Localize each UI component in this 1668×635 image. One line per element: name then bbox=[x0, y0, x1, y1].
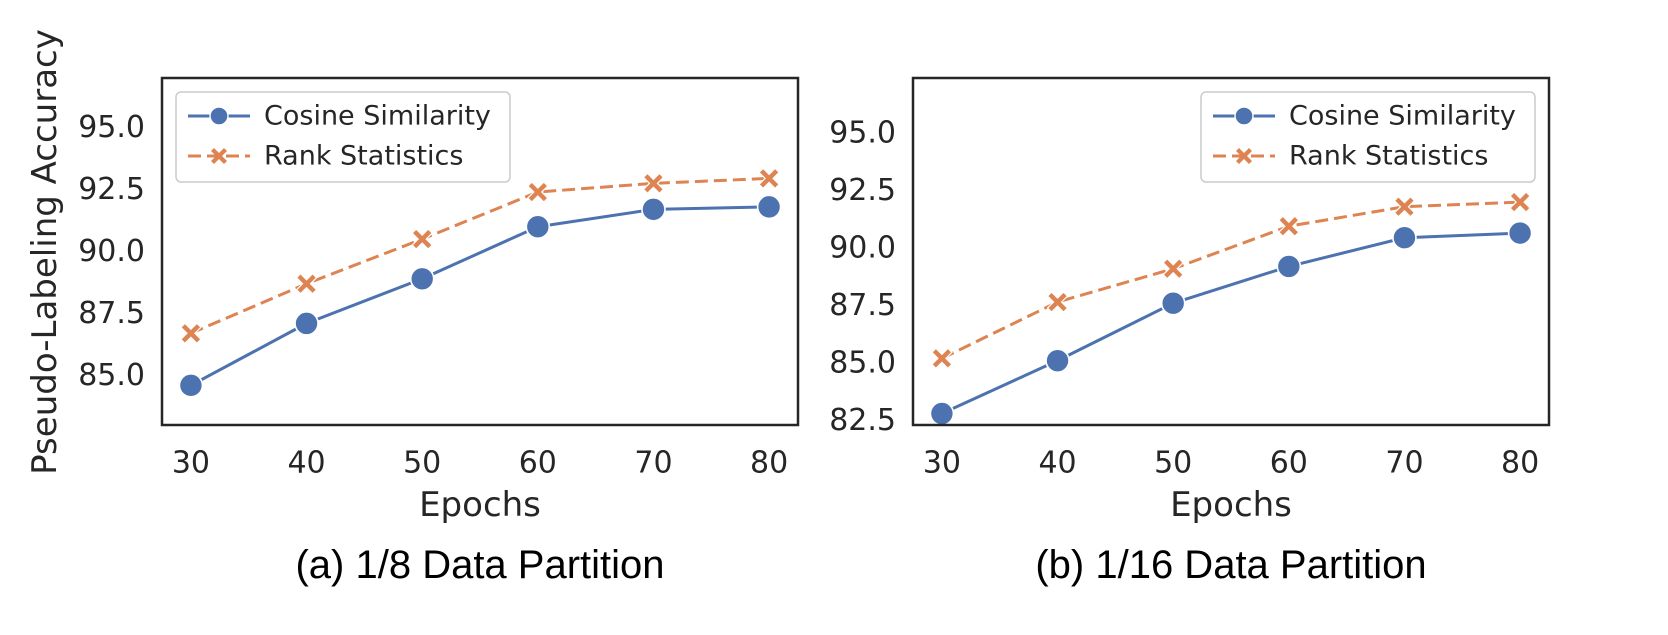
plot-frame bbox=[911, 76, 1551, 427]
x-tick-label: 40 bbox=[1038, 446, 1076, 481]
data-point-cosine bbox=[1160, 290, 1186, 316]
legend-marker-cosine bbox=[209, 106, 229, 126]
data-point-cosine bbox=[409, 266, 435, 292]
x-tick-label: 80 bbox=[1501, 446, 1539, 481]
data-point-rank bbox=[1509, 191, 1531, 213]
subfigure-caption: (a) 1/8 Data Partition bbox=[295, 543, 664, 587]
data-point-cosine bbox=[294, 311, 319, 336]
y-tick-label: 87.5 bbox=[78, 296, 145, 331]
legend-label-cosine: Cosine Similarity bbox=[1289, 101, 1516, 132]
plot-frame bbox=[160, 76, 800, 427]
y-tick-label: 95.0 bbox=[78, 110, 145, 145]
series-line-cosine bbox=[941, 231, 1521, 415]
x-tick-label: 50 bbox=[403, 446, 441, 481]
data-point-rank bbox=[1277, 215, 1300, 238]
legend-label-rank: Rank Statistics bbox=[1289, 141, 1488, 172]
x-tick-label: 40 bbox=[287, 446, 325, 481]
data-point-cosine bbox=[929, 401, 955, 426]
subfigure-caption: (b) 1/16 Data Partition bbox=[1035, 543, 1426, 587]
data-point-cosine bbox=[641, 197, 666, 222]
y-tick-label: 85.0 bbox=[829, 345, 896, 380]
series-line-cosine bbox=[190, 205, 770, 387]
data-point-rank bbox=[642, 172, 665, 195]
series-line-rank bbox=[941, 200, 1521, 360]
x-tick-label: 50 bbox=[1154, 446, 1192, 481]
data-point-cosine bbox=[1507, 220, 1533, 246]
data-point-cosine bbox=[1045, 348, 1070, 373]
data-point-cosine bbox=[756, 194, 782, 220]
series-line-rank bbox=[190, 176, 770, 335]
x-tick-label: 60 bbox=[519, 446, 557, 481]
x-axis-label: Epochs bbox=[419, 485, 541, 525]
y-tick-label: 90.0 bbox=[78, 234, 145, 269]
data-point-rank bbox=[931, 347, 953, 370]
y-tick-label: 82.5 bbox=[829, 403, 896, 438]
legend-marker-cosine bbox=[1234, 106, 1254, 126]
chart-b: 82.5 85.0 87.5 90.0 92.5 95.0 30 40 50 60 70 80 Epoc… bbox=[829, 76, 1551, 587]
x-tick-label: 70 bbox=[634, 446, 672, 481]
data-point-cosine bbox=[1392, 225, 1417, 251]
legend-box bbox=[175, 91, 511, 183]
y-axis-label: Pseudo-Labeling Accuracy bbox=[25, 29, 65, 475]
x-tick-label: 70 bbox=[1385, 446, 1423, 481]
legend-label-cosine: Cosine Similarity bbox=[264, 101, 491, 132]
data-point-rank bbox=[180, 322, 202, 345]
data-point-rank bbox=[1162, 257, 1185, 280]
data-point-cosine bbox=[178, 373, 204, 398]
data-point-rank bbox=[1046, 291, 1069, 313]
y-tick-label: 85.0 bbox=[78, 358, 145, 393]
x-tick-label: 80 bbox=[750, 446, 788, 481]
legend-marker-rank bbox=[211, 148, 227, 164]
y-tick-label: 95.0 bbox=[829, 116, 896, 151]
x-axis-label: Epochs bbox=[1170, 485, 1292, 525]
y-tick-label: 87.5 bbox=[829, 288, 896, 323]
data-point-rank bbox=[758, 167, 780, 190]
legend-box bbox=[1200, 91, 1536, 183]
x-tick-label: 30 bbox=[923, 446, 961, 481]
x-tick-label: 60 bbox=[1270, 446, 1308, 481]
legend-marker-rank bbox=[1236, 148, 1252, 164]
legend-label-rank: Rank Statistics bbox=[264, 141, 463, 172]
data-point-rank bbox=[295, 272, 318, 295]
chart-a: 85.0 87.5 90.0 92.5 95.0 30 40 50 60 70 80 Epochs Ps… bbox=[25, 29, 800, 587]
data-point-rank bbox=[411, 228, 434, 250]
data-point-cosine bbox=[525, 214, 551, 240]
data-point-rank bbox=[526, 181, 549, 203]
y-tick-label: 92.5 bbox=[78, 172, 145, 207]
data-point-rank bbox=[1393, 195, 1416, 218]
x-tick-label: 30 bbox=[172, 446, 210, 481]
data-point-cosine bbox=[1276, 254, 1302, 279]
y-tick-label: 92.5 bbox=[829, 173, 896, 208]
y-tick-label: 90.0 bbox=[829, 231, 896, 266]
